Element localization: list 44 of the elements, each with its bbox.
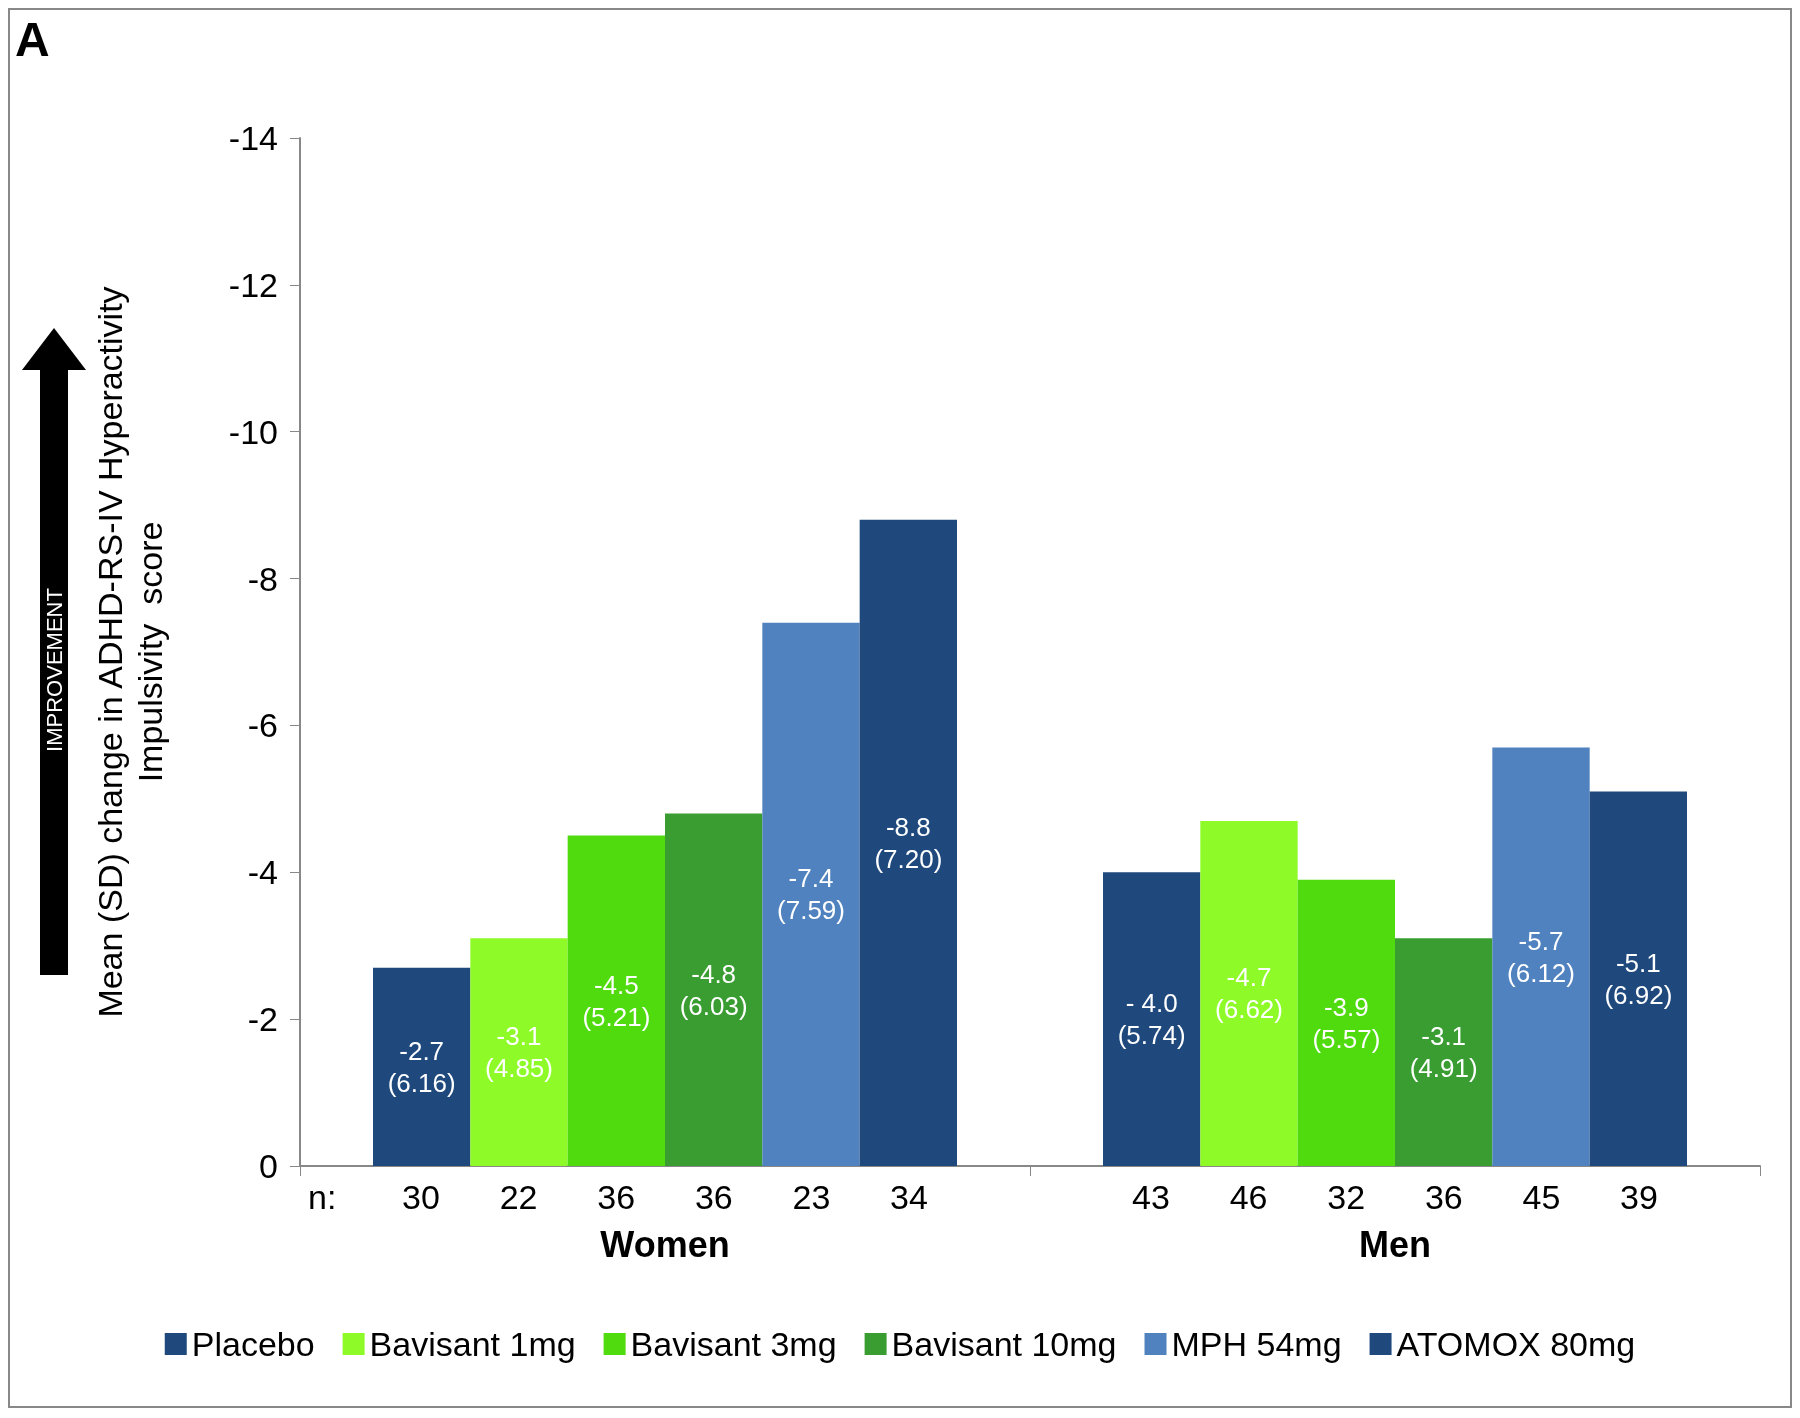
- text: 34: [890, 1178, 928, 1216]
- data-label: -3.9 (5.57): [1312, 991, 1381, 1054]
- text: 36: [694, 1178, 733, 1216]
- y-tick-label: -8: [247, 559, 278, 598]
- text: IMPROVEMENT: [41, 588, 67, 752]
- chart-title: A: [15, 12, 50, 66]
- text: 23: [792, 1178, 831, 1216]
- y-tick-label: -14: [228, 119, 278, 157]
- x-tick-label: Women: [600, 1223, 730, 1265]
- legend-label: MPH 54mg: [1171, 1325, 1342, 1363]
- legend-label: Bavisant 1mg: [369, 1325, 576, 1363]
- text: n:: [308, 1178, 337, 1216]
- y-tick-label: -12: [228, 265, 278, 304]
- text: 22: [499, 1178, 538, 1216]
- data-label: -4.5 (5.21): [582, 969, 651, 1032]
- text: 43: [1132, 1178, 1170, 1216]
- data-label: -7.4 (7.59): [777, 863, 845, 926]
- data-label: -4.8 (6.03): [679, 958, 748, 1021]
- y-tick-label: -4: [247, 853, 278, 892]
- y-tick-label: -6: [247, 706, 278, 745]
- text: 32: [1327, 1178, 1366, 1216]
- legend-label: ATOMOX 80mg: [1396, 1325, 1636, 1363]
- legend-label: Bavisant 3mg: [630, 1325, 837, 1363]
- x-tick-label: Men: [1359, 1223, 1431, 1265]
- y-tick-label: -10: [228, 412, 278, 451]
- text: 39: [1620, 1178, 1658, 1216]
- data-label: -2.7 (6.16): [387, 1035, 456, 1098]
- data-label: - 4.0 (5.74): [1117, 988, 1186, 1051]
- y-tick-label: -2: [247, 1000, 278, 1039]
- text: 46: [1229, 1178, 1268, 1216]
- data-label: -5.7 (6.12): [1507, 925, 1575, 988]
- text: 30: [402, 1178, 440, 1216]
- data-label: -5.1 (6.92): [1604, 947, 1673, 1010]
- legend-label: Placebo: [191, 1325, 315, 1363]
- text: 36: [597, 1178, 636, 1216]
- legend-label: Bavisant 10mg: [891, 1325, 1117, 1363]
- y-axis-title: Mean (SD) change in ADHD-RS-IV Hyperactivity Impulsivity score: [91, 286, 169, 1018]
- data-label: -8.8 (7.20): [874, 811, 943, 874]
- data-label: -4.7 (6.62): [1215, 962, 1283, 1025]
- text: 45: [1522, 1178, 1561, 1216]
- data-label: -3.1 (4.85): [485, 1021, 553, 1084]
- y-tick-label: 0: [259, 1147, 278, 1185]
- text: 36: [1424, 1178, 1463, 1216]
- data-label: -3.1 (4.91): [1409, 1021, 1478, 1084]
